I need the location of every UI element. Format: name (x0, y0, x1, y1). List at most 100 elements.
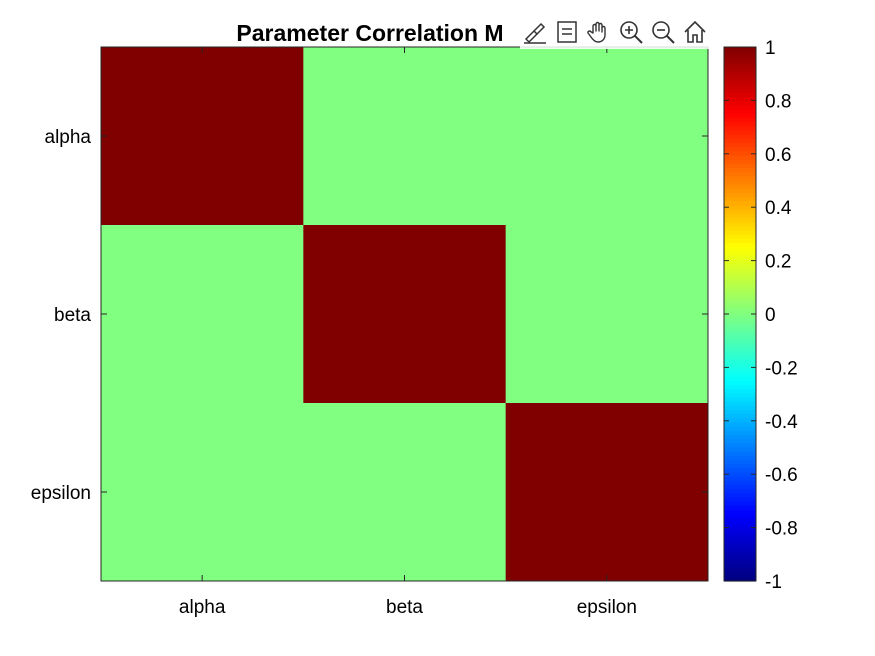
colorbar-tick-label: -0.8 (765, 519, 798, 540)
colorbar-segment (724, 443, 756, 449)
colorbar-segment (724, 101, 756, 107)
pan-hand-icon (587, 21, 606, 43)
colorbar-segment (724, 218, 756, 223)
colorbar-segment (724, 572, 756, 578)
colorbar-segment (724, 493, 756, 499)
colorbar-segment (724, 497, 756, 503)
colorbar-segment (724, 355, 756, 361)
colorbar-segment (724, 551, 756, 557)
colorbar-segment (724, 451, 756, 457)
colorbar-segment (724, 543, 756, 549)
colorbar-segment (724, 460, 756, 465)
colorbar-tick-label: 0 (765, 305, 776, 326)
colorbar-segment (724, 397, 756, 403)
colorbar-segment (724, 138, 756, 144)
brush-button[interactable] (520, 16, 550, 48)
colorbar-tick-label: 0.8 (765, 91, 791, 112)
colorbar-segment (724, 284, 756, 290)
colorbar[interactable]: 1 0.8 0.6 0.4 0.2 0 -0.2 -0.4 -0.6 -0.8 -1 (723, 38, 798, 593)
colorbar-segment (724, 151, 756, 157)
colorbar-segment (724, 372, 756, 378)
colorbar-segment (724, 55, 756, 61)
colorbar-segment (724, 209, 756, 215)
colorbar-segment (724, 159, 756, 165)
colorbar-segment (724, 234, 756, 240)
colorbar-segment (724, 535, 756, 540)
colorbar-segment (724, 122, 756, 127)
heatmap-cell[interactable] (303, 403, 507, 582)
colorbar-segment (724, 434, 756, 440)
colorbar-segment (724, 347, 756, 353)
colorbar-segment (724, 334, 756, 340)
colorbar-segment (724, 205, 756, 211)
colorbar-segment (724, 297, 756, 303)
colorbar-segment (724, 414, 756, 419)
colorbar-segment (724, 117, 756, 123)
heatmap-cell[interactable] (505, 47, 709, 226)
heatmap-cell[interactable] (303, 225, 507, 404)
colorbar-segment (724, 97, 756, 102)
colorbar-tick-label: 0.4 (765, 198, 792, 219)
colorbar-segment (724, 409, 756, 415)
colorbar-segment (724, 418, 756, 424)
zoom-in-button[interactable] (616, 16, 646, 48)
colorbar-segment (724, 47, 756, 52)
colorbar-segment (724, 359, 756, 365)
colorbar-segment (724, 247, 756, 253)
colorbar-segment (724, 63, 756, 69)
colorbar-segment (724, 222, 756, 227)
colorbar-segment (724, 301, 756, 307)
colorbar-segment (724, 526, 756, 532)
colorbar-segment (724, 510, 756, 515)
heatmap-cell[interactable] (101, 403, 304, 582)
colorbar-segment (724, 172, 756, 177)
colorbar-segment (724, 113, 756, 119)
heatmap-cell[interactable] (101, 225, 304, 404)
colorbar-tick-label: -0.4 (765, 412, 798, 433)
colorbar-segment (724, 318, 756, 323)
colorbar-segment (724, 547, 756, 553)
colorbar-segment (724, 476, 756, 482)
colorbar-segment (724, 255, 756, 261)
colorbar-segment (724, 330, 756, 336)
colorbar-segment (724, 238, 756, 244)
colorbar-segment (724, 322, 756, 328)
colorbar-segment (724, 67, 756, 73)
heatmap-cell[interactable] (505, 225, 709, 404)
datatip-button[interactable] (552, 16, 582, 48)
colorbar-segment (724, 134, 756, 140)
colorbar-segment (724, 167, 756, 173)
zoom-out-button[interactable] (648, 16, 678, 48)
colorbar-segment (724, 188, 756, 194)
colorbar-segment (724, 393, 756, 399)
heatmap-cell[interactable] (303, 47, 507, 226)
colorbar-segment (724, 480, 756, 486)
colorbar-segment (724, 514, 756, 520)
colorbar-segment (724, 268, 756, 273)
colorbar-tick-label: 0.2 (765, 252, 791, 273)
pan-button[interactable] (584, 16, 614, 48)
colorbar-segment (724, 314, 756, 319)
colorbar-segment (724, 126, 756, 132)
axes-toolbar (520, 15, 710, 49)
colorbar-segment (724, 539, 756, 545)
colorbar-segment (724, 568, 756, 574)
y-tick-label: epsilon (31, 483, 91, 504)
home-icon (684, 20, 706, 43)
colorbar-tick-label: -1 (765, 572, 782, 593)
colorbar-segment (724, 80, 756, 86)
colorbar-segment (724, 76, 756, 81)
colorbar-segment (724, 522, 756, 528)
colorbar-segment (724, 564, 756, 570)
colorbar-segment (724, 430, 756, 436)
heatmap-cell[interactable] (101, 47, 304, 226)
colorbar-segment (724, 109, 756, 115)
heatmap-plot[interactable]: alpha beta epsilon alpha beta epsilon (31, 46, 709, 618)
y-tick-label: beta (54, 305, 91, 326)
colorbar-segment (724, 176, 756, 182)
colorbar-tick-label: -0.2 (765, 358, 798, 379)
colorbar-segment (724, 280, 756, 286)
heatmap-cell[interactable] (505, 403, 709, 582)
home-button[interactable] (680, 16, 710, 48)
